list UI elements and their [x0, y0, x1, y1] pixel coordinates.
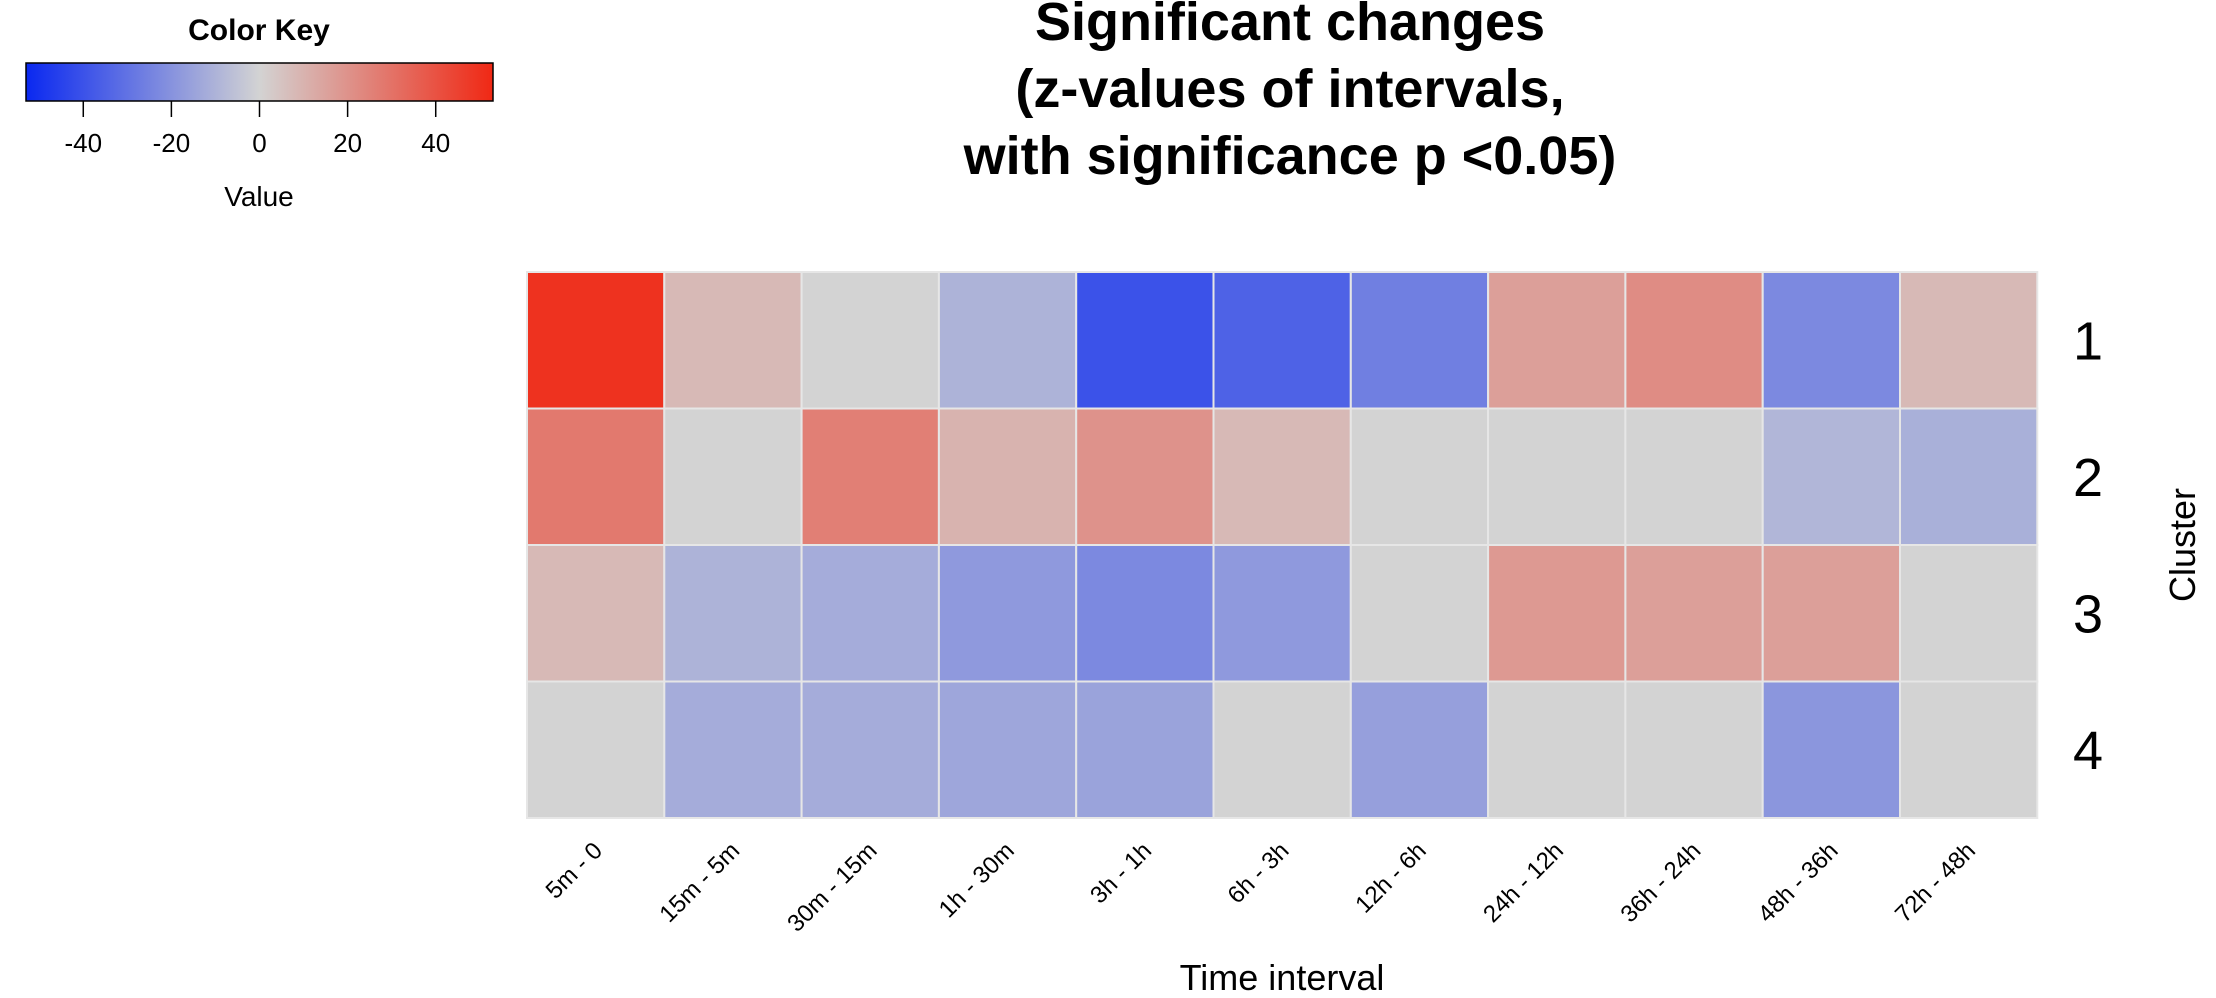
heatmap-cell: [1899, 544, 2039, 683]
y-axis-label: Cluster: [2162, 488, 2203, 602]
heatmap-cell: [1349, 544, 1490, 683]
heatmap-cell: [1761, 271, 1901, 410]
column-label: 3h - 1h: [1085, 837, 1157, 909]
row-label: 4: [2073, 721, 2103, 781]
column-label: 30m - 15m: [782, 837, 882, 937]
column-labels: 5m - 0 15m - 5m 30m - 15m 1h - 30m 3h - 1h 6h…: [541, 837, 1981, 937]
heatmap-cell: [1761, 680, 1901, 819]
color-key: Color Key -40 -20 0 20 40 Value: [25, 14, 494, 212]
heatmap-cell: [1899, 271, 2039, 410]
heatmap-cell: [526, 544, 666, 683]
heatmap-cell: [800, 271, 940, 410]
heatmap-cell: [663, 544, 803, 683]
heatmap-cell: [1487, 544, 1627, 683]
column-label: 5m - 0: [541, 837, 608, 904]
chart-title-line-3: with significance p <0.05): [963, 126, 1617, 186]
color-key-tick-label: -40: [64, 128, 102, 158]
heatmap-cell: [1349, 407, 1490, 546]
column-label: 72h - 48h: [1890, 837, 1981, 928]
heatmap-cell: [1212, 407, 1352, 546]
heatmap-cell: [526, 680, 666, 819]
column-label: 48h - 36h: [1753, 837, 1844, 928]
color-key-tick-label: 40: [421, 128, 450, 158]
heatmap-cell: [1075, 271, 1215, 410]
column-label: 6h - 3h: [1222, 837, 1294, 909]
heatmap-cell: [1761, 544, 1901, 683]
column-label: 24h - 12h: [1478, 837, 1569, 928]
heatmap-cell: [1349, 680, 1490, 819]
heatmap-cell: [1899, 407, 2039, 546]
column-label: 15m - 5m: [654, 837, 745, 928]
color-key-label: Value: [224, 181, 294, 212]
chart-title-line-1: Significant changes: [1035, 0, 1545, 52]
heatmap-cell: [1212, 271, 1352, 410]
heatmap-cell: [937, 544, 1078, 683]
heatmap-cell: [1624, 544, 1764, 683]
heatmap-cell: [1349, 271, 1490, 410]
heatmap-cell: [1899, 680, 2039, 819]
heatmap-cell: [1212, 544, 1352, 683]
heatmap-cell: [1487, 271, 1627, 410]
chart-title-line-2: (z-values of intervals,: [1015, 59, 1564, 119]
heatmap-cell: [937, 271, 1078, 410]
x-axis-label: Time interval: [1180, 957, 1385, 998]
heatmap-cell: [937, 407, 1078, 546]
color-key-tick-label: 0: [252, 128, 266, 158]
row-label: 3: [2073, 584, 2103, 644]
color-key-tick-label: 20: [333, 128, 362, 158]
heatmap-cell: [1624, 271, 1764, 410]
color-key-ticks: -40 -20 0 20 40: [64, 101, 450, 158]
heatmap-cell: [526, 271, 666, 410]
heatmap-cell: [663, 271, 803, 410]
column-label: 12h - 6h: [1350, 837, 1431, 918]
row-labels: 1 2 3 4: [2073, 311, 2103, 781]
heatmap-cell: [1624, 407, 1764, 546]
heatmap-cell: [1075, 544, 1215, 683]
heatmap-cell: [800, 680, 940, 819]
heatmap-cell: [663, 407, 803, 546]
color-key-title: Color Key: [188, 14, 330, 47]
heatmap-cell: [663, 680, 803, 819]
heatmap-cell: [800, 544, 940, 683]
heatmap-cell: [1761, 407, 1901, 546]
heatmap-cell: [1487, 407, 1627, 546]
heatmap-cell: [526, 407, 666, 546]
heatmap-cell: [1075, 407, 1215, 546]
column-label: 36h - 24h: [1615, 837, 1706, 928]
heatmap-cell: [1212, 680, 1352, 819]
heatmap-cell: [1075, 680, 1215, 819]
row-label: 1: [2073, 311, 2103, 371]
heatmap-cells: [526, 271, 2039, 819]
color-key-tick-label: -20: [153, 128, 191, 158]
heatmap-cell: [937, 680, 1078, 819]
heatmap-cell: [800, 407, 940, 546]
color-key-gradient-bar: [25, 62, 494, 102]
heatmap-cell: [1487, 680, 1627, 819]
heatmap-cell: [1624, 680, 1764, 819]
column-label: 1h - 30m: [934, 837, 1020, 923]
chart-title: Significant changes (z-values of interva…: [963, 0, 1617, 186]
row-label: 2: [2073, 448, 2103, 508]
